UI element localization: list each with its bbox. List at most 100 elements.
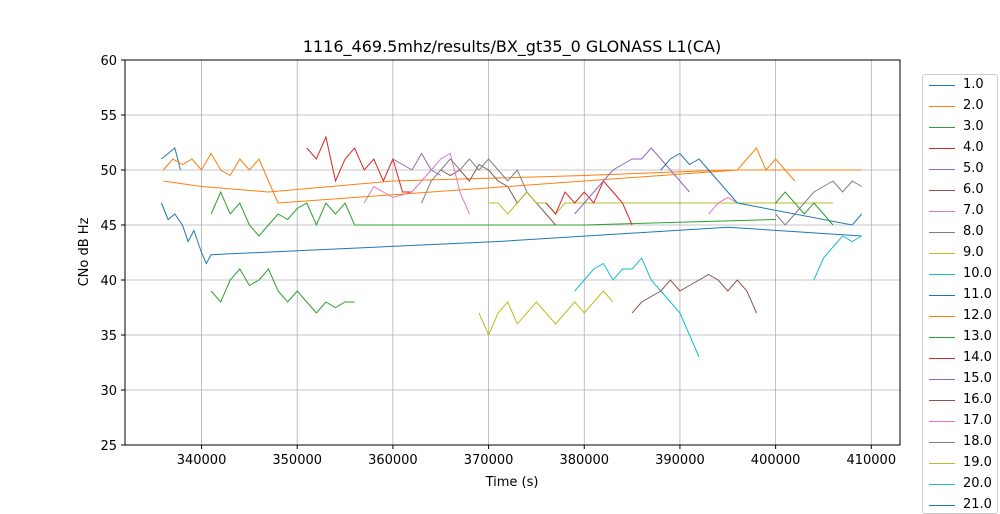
legend-label: 12.0 bbox=[963, 308, 992, 323]
series-line-18.0 bbox=[775, 180, 862, 226]
legend-item: 6.0 bbox=[923, 180, 997, 201]
legend-label: 10.0 bbox=[963, 266, 992, 281]
legend-label: 9.0 bbox=[963, 245, 984, 260]
series-line-8.0 bbox=[421, 158, 547, 215]
series-line-9.0 bbox=[488, 191, 833, 215]
legend-label: 16.0 bbox=[963, 392, 992, 407]
legend-label: 19.0 bbox=[963, 455, 992, 470]
legend-label: 3.0 bbox=[963, 119, 984, 134]
legend-swatch bbox=[929, 148, 955, 149]
plot-frame bbox=[124, 59, 901, 446]
legend-item: 4.0 bbox=[923, 138, 997, 159]
x-tick-label: 370000 bbox=[464, 453, 514, 468]
series-line-4.0 bbox=[306, 135, 412, 193]
legend-swatch bbox=[929, 106, 955, 107]
y-tick-label: 45 bbox=[100, 219, 117, 234]
legend-swatch bbox=[929, 169, 955, 170]
legend-swatch bbox=[929, 211, 955, 212]
series-line-7.0 bbox=[363, 152, 470, 215]
legend-label: 14.0 bbox=[963, 350, 992, 365]
legend-item: 13.0 bbox=[923, 327, 997, 348]
legend-item: 11.0 bbox=[923, 285, 997, 306]
y-tick-label: 50 bbox=[100, 164, 117, 179]
series-line-12.0 bbox=[162, 147, 796, 204]
legend-swatch bbox=[929, 232, 955, 233]
legend-swatch bbox=[929, 295, 955, 296]
legend-swatch bbox=[929, 337, 955, 338]
legend-swatch bbox=[929, 358, 955, 359]
series-line-10.0 bbox=[574, 257, 700, 358]
legend-swatch bbox=[929, 127, 955, 128]
legend-swatch bbox=[929, 190, 955, 191]
y-tick-label: 60 bbox=[100, 54, 117, 69]
legend-label: 4.0 bbox=[963, 140, 984, 155]
series-line-22.0 bbox=[775, 191, 834, 226]
legend-swatch bbox=[929, 274, 955, 275]
legend-label: 15.0 bbox=[963, 371, 992, 386]
legend-item: 5.0 bbox=[923, 159, 997, 180]
legend-item: 10.0 bbox=[923, 264, 997, 285]
legend-item: 14.0 bbox=[923, 348, 997, 369]
legend-label: 5.0 bbox=[963, 161, 984, 176]
legend-item: 7.0 bbox=[923, 201, 997, 222]
legend-label: 18.0 bbox=[963, 434, 992, 449]
x-axis-label: Time (s) bbox=[485, 475, 539, 490]
legend-swatch bbox=[929, 463, 955, 464]
y-tick-label: 55 bbox=[100, 109, 117, 124]
grid bbox=[125, 59, 900, 446]
legend-label: 11.0 bbox=[963, 287, 992, 302]
series-line-1.0 bbox=[160, 202, 862, 265]
tick-layer: 340000 350000 360000 370000 380000 390000 4000… bbox=[100, 54, 896, 468]
x-tick-label: 410000 bbox=[846, 453, 896, 468]
legend-item: 16.0 bbox=[923, 390, 997, 411]
legend-label: 6.0 bbox=[963, 182, 984, 197]
series-line-2.0 bbox=[163, 169, 862, 193]
series-line-6.0 bbox=[440, 163, 556, 226]
legend-item: 8.0 bbox=[923, 222, 997, 243]
legend-item: 17.0 bbox=[923, 411, 997, 432]
legend-label: 2.0 bbox=[963, 98, 984, 113]
series-line-13.0 bbox=[210, 268, 355, 314]
legend-item: 1.0 bbox=[923, 75, 997, 96]
legend-label: 1.0 bbox=[963, 77, 984, 92]
y-tick-label: 40 bbox=[100, 274, 117, 289]
x-tick-label: 350000 bbox=[272, 453, 322, 468]
series-line-5.0 bbox=[392, 152, 441, 176]
x-tick-label: 340000 bbox=[177, 453, 227, 468]
legend-item: 15.0 bbox=[923, 369, 997, 390]
legend-swatch bbox=[929, 379, 955, 380]
legend-swatch bbox=[929, 85, 955, 86]
legend-swatch bbox=[929, 442, 955, 443]
y-axis-label: CNo dB Hz bbox=[77, 217, 92, 286]
y-tick-label: 35 bbox=[100, 329, 117, 344]
legend-swatch bbox=[929, 316, 955, 317]
legend: 1.0 2.0 3.0 4.0 5.0 6.0 7.0 8.0 9.0 10.0 11.0 12.0 1… bbox=[922, 74, 998, 514]
legend-label: 17.0 bbox=[963, 413, 992, 428]
legend-item: 20.0 bbox=[923, 474, 997, 495]
legend-item: 2.0 bbox=[923, 96, 997, 117]
legend-swatch bbox=[929, 484, 955, 485]
legend-item: 18.0 bbox=[923, 432, 997, 453]
series-line-16.0 bbox=[631, 273, 757, 314]
legend-item: 12.0 bbox=[923, 306, 997, 327]
chart-svg: 1116_469.5mhz/results/BX_gt35_0 GLONASS … bbox=[77, 37, 901, 490]
series-layer bbox=[160, 135, 863, 358]
x-tick-label: 380000 bbox=[559, 453, 609, 468]
series-line-17.0 bbox=[708, 196, 738, 215]
series-line-11.0 bbox=[161, 147, 181, 171]
legend-swatch bbox=[929, 400, 955, 401]
legend-label: 13.0 bbox=[963, 329, 992, 344]
x-tick-label: 360000 bbox=[368, 453, 418, 468]
chart-title: 1116_469.5mhz/results/BX_gt35_0 GLONASS … bbox=[303, 37, 721, 57]
legend-swatch bbox=[929, 505, 955, 506]
legend-label: 8.0 bbox=[963, 224, 984, 239]
y-tick-label: 25 bbox=[100, 439, 117, 454]
series-line-15.0 bbox=[574, 147, 690, 215]
legend-label: 7.0 bbox=[963, 203, 984, 218]
x-tick-label: 400000 bbox=[751, 453, 801, 468]
legend-item: 3.0 bbox=[923, 117, 997, 138]
series-line-21.0 bbox=[660, 152, 863, 226]
y-tick-label: 30 bbox=[100, 384, 117, 399]
legend-item: 9.0 bbox=[923, 243, 997, 264]
legend-label: 20.0 bbox=[963, 476, 992, 491]
